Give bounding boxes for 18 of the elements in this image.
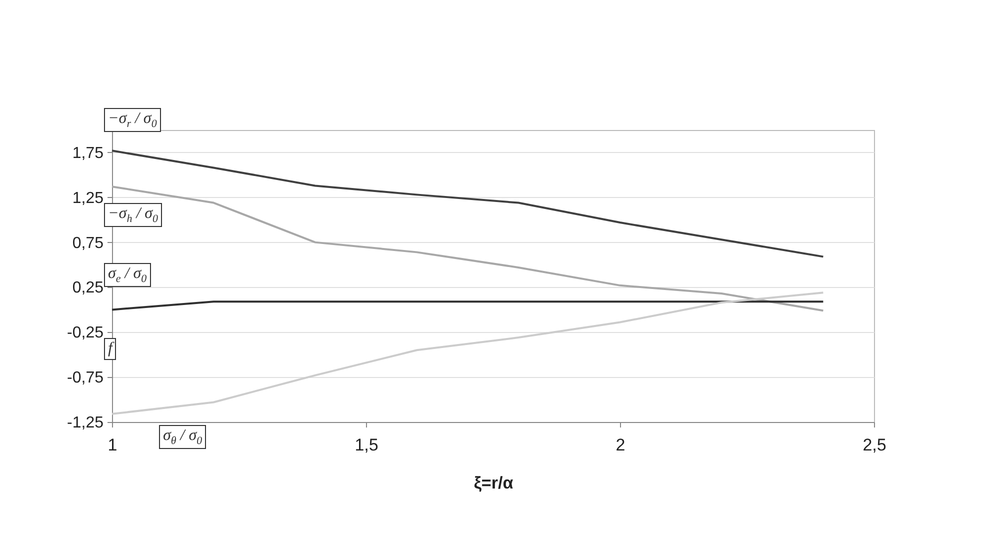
- series-label: −σ$_{h}$ / σ$_{0}$: [104, 203, 162, 228]
- y-tick-label: 1,75: [72, 144, 104, 162]
- y-tick-label: 0,75: [72, 234, 104, 252]
- text: f: [104, 338, 116, 360]
- x-tick-label: 2,5: [862, 436, 886, 454]
- y-tick-label: 1,25: [72, 190, 104, 207]
- y-tick-label: 0,25: [72, 280, 104, 297]
- y-tick-label: -0,25: [67, 324, 104, 342]
- line-series: [111, 150, 824, 258]
- x-tick-label: 1,5: [354, 436, 378, 454]
- x-axis-title: ξ=r/α: [474, 474, 514, 492]
- x-tick-label: 2: [616, 436, 626, 454]
- series-label: σ$_{θ}$ / σ$_{0}$: [159, 425, 206, 450]
- y-tick-label: -1,25: [67, 414, 104, 432]
- series-label: −σ$_{r}$ / σ$_{0}$: [104, 108, 161, 132]
- y-tick-label: -0,75: [67, 370, 104, 387]
- series-label: σ$_{e}$ / σ$_{0}$: [104, 263, 151, 288]
- x-tick-label: 1: [108, 436, 118, 454]
